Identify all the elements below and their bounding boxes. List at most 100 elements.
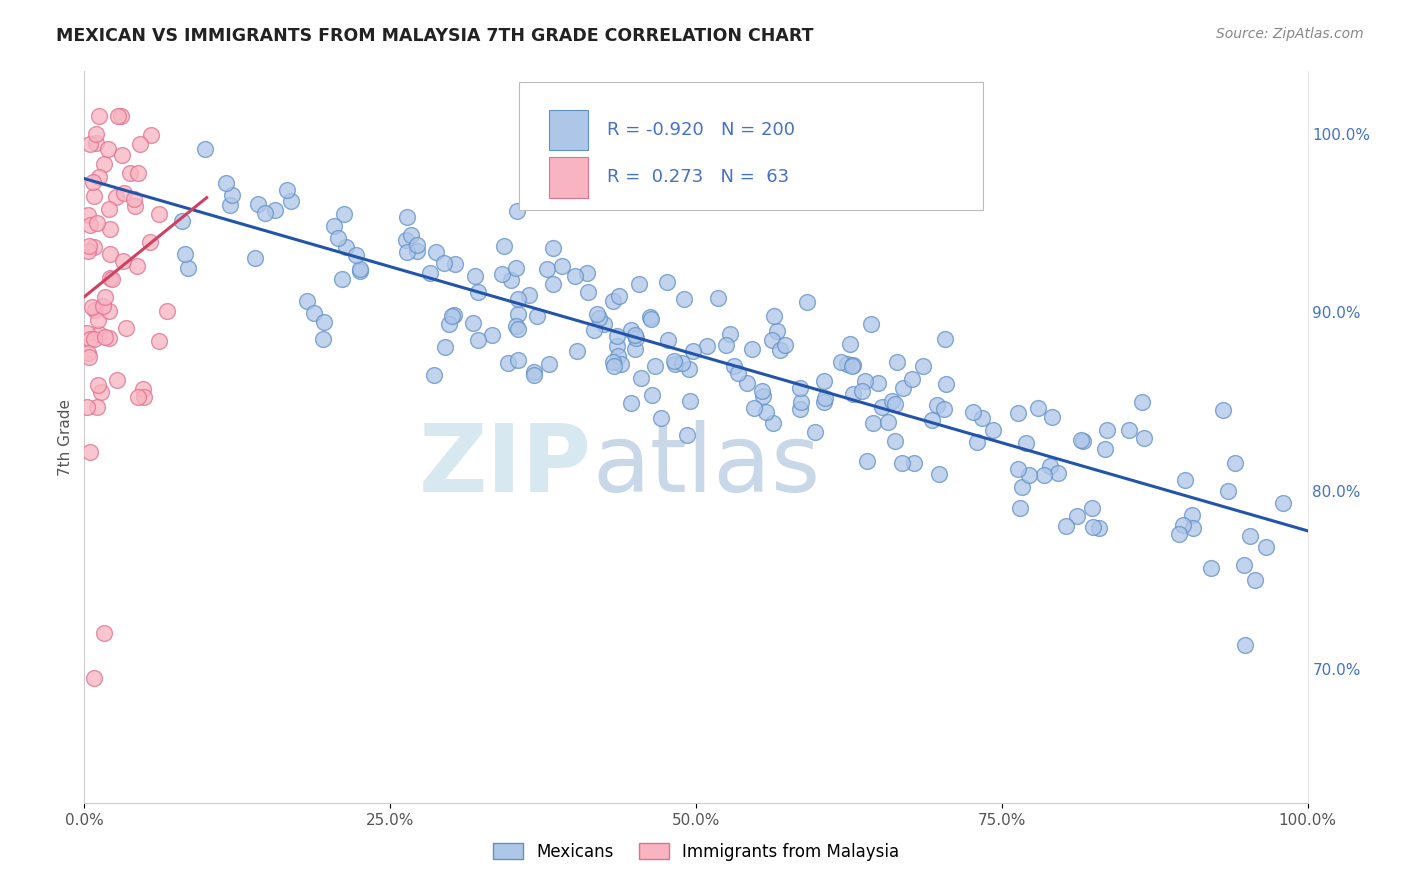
- Point: [813, 395, 835, 409]
- Point: [1181, 508, 1204, 522]
- Point: [620, 323, 643, 337]
- Point: [86, 400, 108, 414]
- Point: [624, 330, 647, 344]
- Point: [606, 329, 628, 343]
- Point: [97, 202, 120, 216]
- Point: [1174, 473, 1197, 487]
- Point: [1066, 509, 1088, 524]
- Point: [105, 373, 128, 387]
- Point: [1008, 501, 1031, 516]
- Point: [607, 349, 630, 363]
- Point: [1042, 409, 1064, 424]
- Point: [752, 389, 775, 403]
- Point: [860, 317, 883, 331]
- Point: [406, 238, 429, 252]
- Point: [523, 368, 546, 382]
- Text: R = -0.920   N = 200: R = -0.920 N = 200: [606, 121, 794, 139]
- Point: [1181, 521, 1204, 535]
- Point: [576, 285, 599, 299]
- Point: [762, 416, 785, 430]
- Point: [276, 183, 298, 197]
- Point: [679, 394, 702, 409]
- Point: [129, 136, 152, 151]
- Point: [76, 346, 98, 360]
- Point: [194, 142, 217, 156]
- Point: [1046, 467, 1069, 481]
- Point: [716, 338, 738, 352]
- Point: [101, 272, 124, 286]
- Point: [349, 263, 371, 277]
- Point: [132, 390, 155, 404]
- Point: [790, 394, 813, 409]
- Point: [170, 214, 193, 228]
- Point: [1070, 434, 1092, 448]
- Point: [148, 207, 170, 221]
- Point: [842, 386, 865, 401]
- Point: [813, 374, 835, 388]
- Point: [91, 299, 114, 313]
- Point: [672, 292, 695, 306]
- Point: [156, 303, 179, 318]
- Point: [94, 330, 117, 344]
- Point: [735, 376, 758, 390]
- Point: [110, 109, 132, 123]
- Point: [330, 271, 353, 285]
- Point: [247, 196, 270, 211]
- Point: [107, 109, 129, 123]
- Point: [90, 385, 112, 400]
- Point: [1118, 424, 1140, 438]
- Point: [903, 456, 925, 470]
- Point: [219, 198, 242, 212]
- Point: [1007, 462, 1029, 476]
- Point: [84, 303, 107, 318]
- Point: [127, 259, 149, 273]
- Point: [433, 340, 456, 354]
- Point: [463, 316, 485, 330]
- Point: [467, 285, 489, 300]
- Point: [638, 310, 661, 324]
- Point: [395, 233, 418, 247]
- Point: [312, 332, 335, 346]
- Point: [1199, 560, 1222, 574]
- Point: [1015, 435, 1038, 450]
- FancyBboxPatch shape: [550, 157, 588, 197]
- Point: [326, 231, 349, 245]
- Point: [538, 357, 561, 371]
- Point: [901, 372, 924, 386]
- Point: [111, 147, 134, 161]
- Point: [925, 398, 948, 412]
- Point: [1033, 467, 1056, 482]
- Point: [335, 240, 357, 254]
- Point: [124, 199, 146, 213]
- Point: [94, 290, 117, 304]
- Point: [1071, 434, 1094, 448]
- Point: [657, 333, 679, 347]
- Point: [464, 268, 486, 283]
- Point: [84, 128, 107, 142]
- Point: [606, 339, 628, 353]
- Point: [1244, 573, 1267, 587]
- Point: [508, 322, 530, 336]
- Point: [884, 397, 907, 411]
- Point: [481, 328, 503, 343]
- Point: [87, 377, 110, 392]
- Point: [564, 269, 586, 284]
- Point: [501, 273, 523, 287]
- Point: [883, 434, 905, 448]
- Point: [741, 342, 763, 356]
- Point: [718, 326, 741, 341]
- Point: [872, 400, 894, 414]
- Point: [304, 306, 326, 320]
- Point: [962, 405, 984, 419]
- Point: [1018, 467, 1040, 482]
- Point: [1095, 424, 1118, 438]
- Point: [675, 428, 697, 442]
- Point: [921, 412, 943, 426]
- Point: [804, 425, 827, 440]
- Point: [911, 359, 934, 374]
- Point: [853, 374, 876, 388]
- Point: [86, 216, 108, 230]
- FancyBboxPatch shape: [519, 82, 983, 211]
- Point: [755, 405, 778, 419]
- Point: [1218, 484, 1240, 499]
